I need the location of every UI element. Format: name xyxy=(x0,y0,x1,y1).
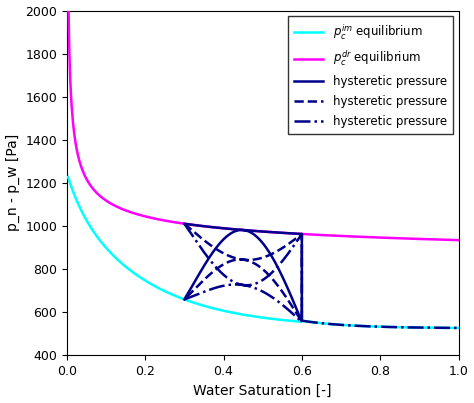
$p_c^{im}$ equilibrium xyxy=(165,291,171,295)
$p_c^{im}$ equilibrium xyxy=(359,324,365,328)
Y-axis label: p_n - p_w [Pa]: p_n - p_w [Pa] xyxy=(6,134,20,231)
hysteretic pressure xyxy=(182,221,187,226)
hysteretic pressure xyxy=(182,221,187,226)
hysteretic pressure xyxy=(182,297,187,302)
hysteretic pressure xyxy=(196,223,201,228)
hysteretic pressure xyxy=(299,319,304,324)
Line: hysteretic pressure: hysteretic pressure xyxy=(184,224,302,322)
Line: $p_c^{im}$ equilibrium: $p_c^{im}$ equilibrium xyxy=(68,177,458,328)
hysteretic pressure xyxy=(280,303,285,307)
$p_c^{im}$ equilibrium xyxy=(295,319,301,324)
hysteretic pressure xyxy=(273,298,279,303)
hysteretic pressure xyxy=(266,293,272,298)
hysteretic pressure xyxy=(238,283,244,287)
$p_c^{dr}$ equilibrium xyxy=(242,228,247,233)
hysteretic pressure xyxy=(280,275,285,280)
hysteretic pressure xyxy=(266,250,272,255)
Line: hysteretic pressure: hysteretic pressure xyxy=(184,224,302,321)
hysteretic pressure xyxy=(182,297,187,302)
$p_c^{im}$ equilibrium xyxy=(134,273,140,278)
$p_c^{dr}$ equilibrium xyxy=(360,235,365,239)
hysteretic pressure xyxy=(196,243,201,247)
Line: $p_c^{dr}$ equilibrium: $p_c^{dr}$ equilibrium xyxy=(67,0,458,240)
hysteretic pressure xyxy=(280,290,285,295)
hysteretic pressure xyxy=(238,257,244,262)
$p_c^{dr}$ equilibrium xyxy=(296,231,301,236)
$p_c^{dr}$ equilibrium xyxy=(456,238,461,243)
$p_c^{im}$ equilibrium xyxy=(326,322,332,326)
hysteretic pressure xyxy=(214,245,219,249)
hysteretic pressure xyxy=(299,319,304,324)
$p_c^{dr}$ equilibrium xyxy=(165,219,171,224)
$p_c^{im}$ equilibrium xyxy=(242,312,247,317)
hysteretic pressure xyxy=(196,234,201,239)
$p_c^{im}$ equilibrium xyxy=(65,174,71,179)
hysteretic pressure xyxy=(266,273,272,278)
hysteretic pressure xyxy=(182,297,187,302)
hysteretic pressure xyxy=(273,262,279,267)
hysteretic pressure xyxy=(214,285,219,290)
$p_c^{dr}$ equilibrium xyxy=(64,8,70,13)
X-axis label: Water Saturation [-]: Water Saturation [-] xyxy=(193,383,332,397)
hysteretic pressure xyxy=(299,319,304,324)
hysteretic pressure xyxy=(238,228,244,233)
hysteretic pressure xyxy=(182,221,187,226)
Line: hysteretic pressure: hysteretic pressure xyxy=(184,224,302,321)
$p_c^{im}$ equilibrium xyxy=(456,326,461,330)
Legend: $p_c^{im}$ equilibrium, $p_c^{dr}$ equilibrium, hysteretic pressure, hysteretic : $p_c^{im}$ equilibrium, $p_c^{dr}$ equil… xyxy=(288,17,453,134)
$p_c^{dr}$ equilibrium xyxy=(134,212,140,216)
$p_c^{dr}$ equilibrium xyxy=(326,233,332,238)
hysteretic pressure xyxy=(214,266,219,271)
hysteretic pressure xyxy=(273,282,279,287)
